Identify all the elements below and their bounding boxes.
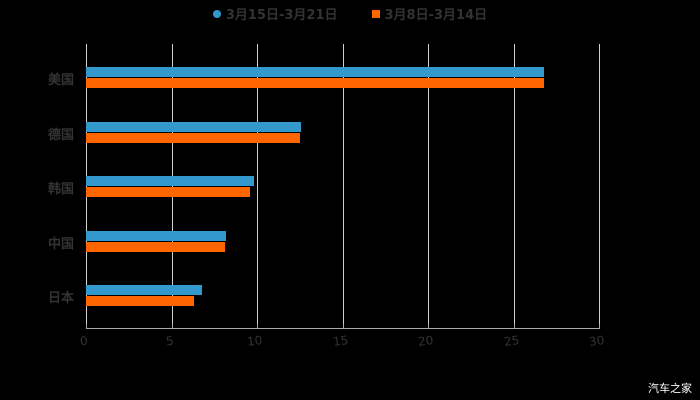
legend-item-series1[interactable]: 3月15日-3月21日 <box>212 4 338 23</box>
gridline <box>86 44 87 328</box>
gridline <box>257 44 258 328</box>
bar[interactable] <box>86 121 302 132</box>
bar[interactable] <box>86 285 203 295</box>
x-tick-label: 10 <box>246 333 264 349</box>
category-label: 美国 <box>48 73 75 88</box>
bar[interactable] <box>86 132 300 143</box>
gridline <box>513 44 515 328</box>
x-tick-label: 15 <box>331 333 349 349</box>
legend-label-series2: 3月8日-3月14日 <box>384 8 488 23</box>
gridline <box>428 44 429 328</box>
gridline <box>342 44 344 328</box>
x-tick <box>599 324 600 329</box>
x-tick <box>257 324 258 329</box>
category-label: 韩国 <box>48 182 75 197</box>
legend-label-series1: 3月15日-3月21日 <box>225 8 338 23</box>
legend-square-icon <box>371 9 380 18</box>
legend-dot-icon <box>212 9 221 18</box>
gridline <box>171 44 173 328</box>
x-tick <box>513 324 515 329</box>
bar[interactable] <box>86 187 251 197</box>
bar[interactable] <box>86 176 254 186</box>
x-tick <box>171 324 173 329</box>
x-tick-label: 0 <box>79 333 89 349</box>
watermark: 汽车之家 <box>648 382 692 395</box>
bar[interactable] <box>86 296 194 306</box>
category-label: 日本 <box>48 291 75 306</box>
category-label: 中国 <box>48 236 75 252</box>
category-label: 德国 <box>48 127 75 143</box>
x-tick <box>86 324 87 329</box>
x-tick-label: 5 <box>164 333 175 349</box>
bar[interactable] <box>86 230 227 241</box>
chart-legend: 3月15日-3月21日 3月8日-3月14日 <box>0 4 700 23</box>
gridline <box>599 44 600 328</box>
bar[interactable] <box>86 67 545 77</box>
x-tick-label: 25 <box>502 333 520 349</box>
x-tick-label: 30 <box>588 333 606 349</box>
bar[interactable] <box>86 78 545 88</box>
x-tick <box>342 324 344 329</box>
x-tick <box>428 324 429 329</box>
x-tick-label: 20 <box>417 333 435 349</box>
legend-item-series2[interactable]: 3月8日-3月14日 <box>371 4 488 23</box>
bar[interactable] <box>86 241 225 252</box>
